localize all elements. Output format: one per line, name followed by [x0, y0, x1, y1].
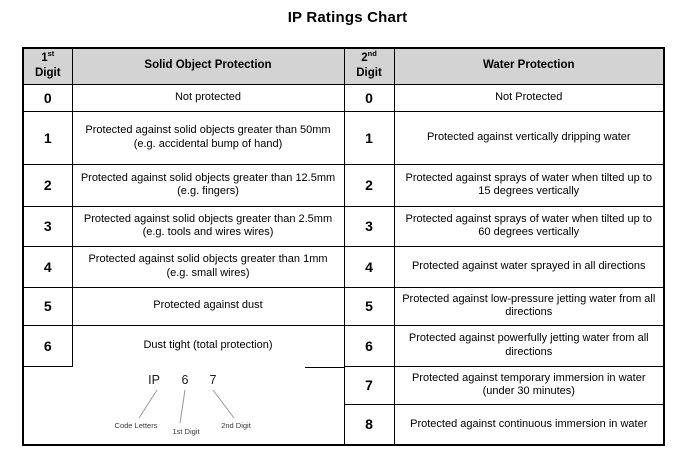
solid-digit-4: 4	[22, 245, 73, 288]
solid-digit-2: 2	[22, 163, 73, 207]
table-row: 8 Protected against continuous immersion…	[23, 403, 665, 446]
table-row: 6 Dust tight (total protection) 6 Protec…	[22, 324, 665, 367]
table-row: 0 Not protected 0 Not Protected	[22, 83, 665, 112]
solid-digit-1: 1	[22, 110, 73, 165]
water-digit-3: 3	[343, 205, 395, 247]
solid-desc-1: Protected against solid objects greater …	[71, 110, 345, 165]
ip-code-letters: IP	[148, 372, 160, 387]
solid-desc-5: Protected against dust	[71, 286, 345, 326]
water-digit-0: 0	[343, 83, 395, 112]
water-desc-7: Protected against temporary immersion in…	[393, 365, 665, 405]
water-desc-4: Protected against water sprayed in all d…	[393, 245, 665, 288]
water-desc-5: Protected against low-pressure jetting w…	[393, 286, 665, 326]
second-digit-num: 2	[361, 51, 368, 64]
diagram-connector-lines-icon	[138, 389, 235, 423]
ip-first-digit-example: 6	[181, 372, 189, 387]
water-digit-4: 4	[343, 245, 395, 288]
water-desc-2: Protected against sprays of water when t…	[393, 163, 665, 207]
solid-desc-4: Protected against solid objects greater …	[71, 245, 345, 288]
water-desc-0: Not Protected	[393, 83, 665, 112]
label-first-digit: 1st Digit	[172, 426, 200, 436]
solid-digit-6: 6	[22, 324, 73, 367]
header-cell-second-digit: 2nd Digit	[343, 47, 395, 85]
water-desc-8: Protected against continuous immersion i…	[393, 403, 665, 446]
ip-ratings-table: 1st Digit Solid Object Protection 2nd Digi…	[22, 47, 665, 446]
table-row: IP 6 7 Code Letters 1st Digit 2nd Digit …	[22, 365, 665, 446]
water-digit-8: 8	[343, 403, 395, 446]
solid-desc-0: Not protected	[71, 83, 345, 112]
header-cell-first-digit: 1st Digit	[22, 47, 73, 85]
table-row: 2 Protected against solid objects greate…	[22, 163, 665, 207]
water-digit-7: 7	[343, 365, 395, 405]
solid-digit-5: 5	[22, 286, 73, 326]
label-code-letters: Code Letters	[114, 420, 158, 430]
first-digit-word: Digit	[34, 67, 61, 80]
page-title: IP Ratings Chart	[287, 9, 408, 26]
water-digit-2: 2	[343, 163, 395, 207]
ip-code-diagram-wrap: IP 6 7 Code Letters 1st Digit 2nd Digit	[24, 366, 343, 444]
second-digit-ordinal: nd	[367, 48, 377, 58]
partial-border-segment	[304, 366, 343, 368]
solid-desc-6: Dust tight (total protection)	[71, 324, 345, 366]
second-digit-word: Digit	[356, 67, 382, 80]
ip-code-diagram: IP 6 7 Code Letters 1st Digit 2nd Digit	[22, 366, 345, 446]
header-cell-water-protection: Water Protection	[393, 47, 665, 85]
header-row: 1st Digit Solid Object Protection 2nd Digi…	[22, 47, 665, 85]
solid-digit-3: 3	[22, 205, 73, 247]
table-row: 4 Protected against solid objects greate…	[22, 245, 665, 288]
table-row: 1 Protected against solid objects greate…	[22, 110, 665, 165]
table-row: 5 Protected against dust 5 Protected aga…	[22, 286, 665, 326]
table-row: 3 Protected against solid objects greate…	[22, 205, 665, 247]
water-desc-3: Protected against sprays of water when t…	[393, 205, 665, 247]
water-digit-5: 5	[343, 286, 395, 326]
water-desc-1: Protected against vertically dripping wa…	[393, 110, 665, 165]
first-digit-num: 1	[41, 51, 48, 64]
water-digit-1: 1	[343, 110, 395, 165]
solid-digit-0: 0	[22, 83, 73, 112]
solid-desc-2: Protected against solid objects greater …	[71, 163, 345, 207]
water-desc-6: Protected against powerfully jetting wat…	[393, 324, 665, 367]
header-cell-solid-object-protection: Solid Object Protection	[71, 47, 345, 85]
label-second-digit: 2nd Digit	[221, 420, 251, 430]
water-digit-6: 6	[343, 324, 395, 367]
ip-second-digit-example: 7	[209, 372, 217, 387]
solid-desc-3: Protected against solid objects greater …	[71, 205, 345, 247]
first-digit-ordinal: st	[47, 48, 55, 58]
